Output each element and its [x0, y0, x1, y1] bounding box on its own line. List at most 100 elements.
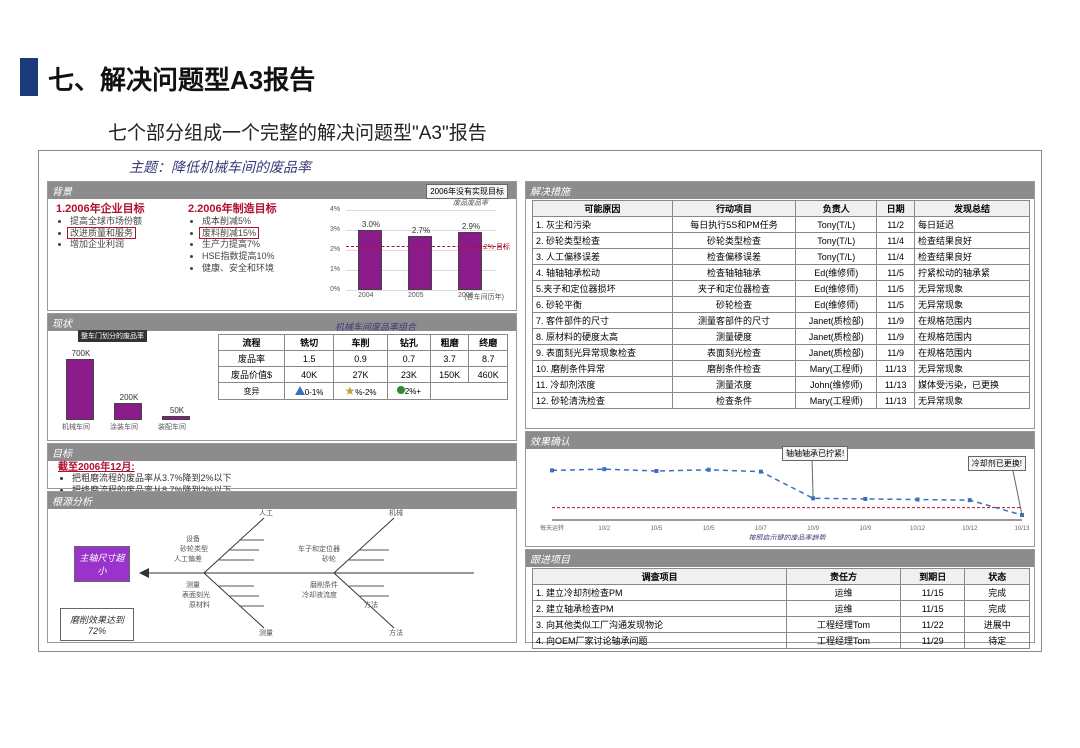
status-td: 0.9: [334, 351, 388, 367]
goal2-item: 生产力提高7%: [202, 239, 318, 251]
sol-td: John(维修师): [796, 377, 877, 393]
goal2-item: 健康、安全和环境: [202, 263, 318, 275]
goal1-item: 提高全球市场份额: [70, 216, 186, 228]
sol-td: Tony(T/L): [796, 249, 877, 265]
sol-td: 无异常现象: [914, 297, 1029, 313]
sol-td: 11/4: [877, 233, 915, 249]
sol-td: 4. 轴轴轴承松动: [533, 265, 673, 281]
sol-td: 3. 人工偏移误差: [533, 249, 673, 265]
fb-branch-bot-0: 测量: [259, 628, 273, 638]
sol-td: Tony(T/L): [796, 233, 877, 249]
fu-td: 工程经理Tom: [787, 633, 901, 649]
page-title: 七、解决问题型A3报告: [48, 60, 315, 97]
sol-td: 检查结果良好: [914, 233, 1029, 249]
fb-sub-6: 冷却液流度: [302, 590, 337, 600]
sol-td: 检查结果良好: [914, 249, 1029, 265]
sol-th: 发现总结: [914, 201, 1029, 217]
svg-text:10/9: 10/9: [859, 526, 871, 532]
fb-sub-2: 人工偏差: [174, 554, 202, 564]
fu-th: 到期日: [900, 569, 965, 585]
sol-td: 2. 砂轮类型检查: [533, 233, 673, 249]
section-status: 现状 整车门划分的废品率 700K机械车间200K涂装车间50K装配车间 机械车…: [47, 313, 517, 441]
sol-td: 测量客部件的尺寸: [672, 313, 795, 329]
sol-td: 表面刻光检查: [672, 345, 795, 361]
fb-sub-0: 设备: [186, 534, 200, 544]
sol-td: 拧紧松动的轴承紧: [914, 265, 1029, 281]
sol-td: Ed(维修师): [796, 297, 877, 313]
fu-td: 进展中: [965, 617, 1030, 633]
fishbone-effect-box: 主轴尺寸超小: [74, 546, 130, 582]
section-followup: 跟进项目 调查项目责任方到期日状态1. 建立冷却剂检查PM运维11/15完成2.…: [525, 549, 1035, 643]
legend-cell: 2%+: [387, 383, 430, 400]
fb-sub-8: 表面刻光: [182, 590, 210, 600]
sol-td: 在规格范围内: [914, 329, 1029, 345]
fu-td: 11/15: [900, 601, 965, 617]
sol-td: 无异常现象: [914, 393, 1029, 409]
goal2-item: HSE指数提高10%: [202, 251, 318, 263]
fu-th: 责任方: [787, 569, 901, 585]
fb-sub-10: 方法: [364, 600, 378, 610]
status-td: 废品率: [219, 351, 285, 367]
sol-td: 检查轴轴轴承: [672, 265, 795, 281]
section-header-root: 根源分析: [48, 492, 516, 509]
sol-td: 无异常现象: [914, 281, 1029, 297]
sol-td: 11/5: [877, 281, 915, 297]
status-th: 流程: [219, 335, 285, 351]
sol-th: 可能原因: [533, 201, 673, 217]
sol-td: 无异常现象: [914, 361, 1029, 377]
page-subtitle: 七个部分组成一个完整的解决问题型"A3"报告: [108, 118, 487, 145]
status-th: 终磨: [469, 335, 508, 351]
goal1-item: 改进质量和服务: [70, 228, 186, 240]
sol-td: 11/13: [877, 377, 915, 393]
title-accent-bar: [20, 58, 38, 96]
svg-text:10/13: 10/13: [1014, 526, 1030, 532]
status-td: 27K: [334, 367, 388, 383]
section-header-status: 现状: [48, 314, 516, 331]
sol-td: 砂轮检查: [672, 297, 795, 313]
status-td: 0.7: [387, 351, 430, 367]
sol-td: 砂轮类型检查: [672, 233, 795, 249]
section-header-confirm: 效果确认: [526, 432, 1034, 449]
sol-td: Tony(T/L): [796, 217, 877, 233]
sol-td: Janet(质检部): [796, 329, 877, 345]
legend-cell: ★%-2%: [334, 383, 388, 400]
status-td: 40K: [285, 367, 334, 383]
status-table: 流程铣切车削钻孔粗磨终磨废品率1.50.90.73.78.7废品价值$40K27…: [218, 334, 508, 400]
sol-td: 5.夹子和定位器损坏: [533, 281, 673, 297]
status-td: 废品价值$: [219, 367, 285, 383]
confirm-callout-1: 轴轴轴承已拧紧!: [782, 446, 848, 461]
fb-branch-top-1: 机械: [389, 508, 403, 518]
fu-td: 完成: [965, 585, 1030, 601]
status-th: 粗磨: [430, 335, 469, 351]
a3-sheet: 主题：降低机械车间的废品率 背景 1.2006年企业目标 提高全球市场份额改进质…: [38, 150, 1042, 652]
bg-bar: [458, 232, 482, 290]
goal1-item: 增加企业利润: [70, 239, 186, 251]
sol-td: 10. 磨削条件异常: [533, 361, 673, 377]
fu-th: 状态: [965, 569, 1030, 585]
sol-td: Janet(质检部): [796, 345, 877, 361]
sol-td: 7. 客件部件的尺寸: [533, 313, 673, 329]
fb-branch-bot-1: 方法: [389, 628, 403, 638]
status-bar: [114, 403, 142, 421]
fu-td: 待定: [965, 633, 1030, 649]
svg-text:按照启示键的废品率趋势: 按照启示键的废品率趋势: [749, 534, 827, 540]
theme-line: 主题：降低机械车间的废品率: [129, 157, 311, 177]
status-th: 车削: [334, 335, 388, 351]
svg-text:10/5: 10/5: [703, 526, 715, 532]
fu-th: 调查项目: [533, 569, 787, 585]
svg-text:10/2: 10/2: [598, 526, 610, 532]
sol-td: 11. 冷却剂浓度: [533, 377, 673, 393]
sol-td: 媒体受污染，已更换: [914, 377, 1029, 393]
fb-sub-9: 原材料: [189, 600, 210, 610]
svg-text:10/12: 10/12: [910, 526, 926, 532]
sol-th: 负责人: [796, 201, 877, 217]
fu-td: 工程经理Tom: [787, 617, 901, 633]
status-bar-chart: 700K机械车间200K涂装车间50K装配车间: [56, 334, 206, 434]
goal2-block: 2.2006年制造目标 成本削减5%废料削减15%生产力提高7%HSE指数提高1…: [188, 200, 318, 274]
fu-td: 完成: [965, 601, 1030, 617]
bg-bar: [408, 236, 432, 290]
followup-table: 调查项目责任方到期日状态1. 建立冷却剂检查PM运维11/15完成2. 建立轴承…: [532, 568, 1030, 649]
status-bar: [66, 359, 94, 420]
status-td: 1.5: [285, 351, 334, 367]
sol-td: 1. 灰尘和污染: [533, 217, 673, 233]
